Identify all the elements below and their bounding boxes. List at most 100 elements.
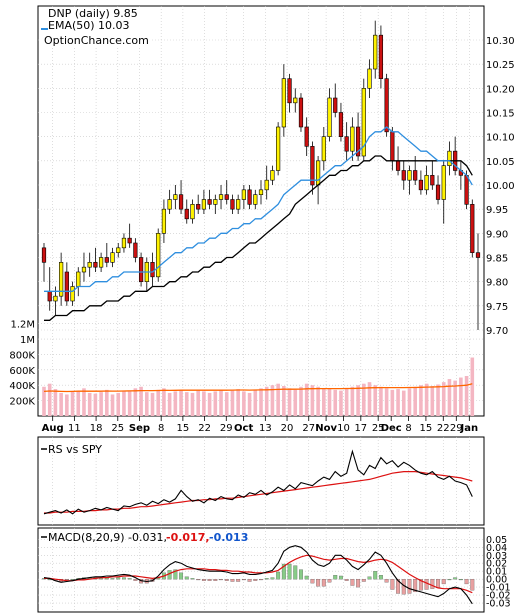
volume-tick-label: 600K <box>9 366 35 377</box>
macd-hist-bar <box>201 579 206 581</box>
candle-up <box>407 170 412 181</box>
candle-down <box>395 160 401 171</box>
volume-bar <box>59 392 63 416</box>
volume-bar <box>322 388 326 416</box>
candle-down <box>207 199 212 205</box>
macd-panel-frame <box>37 527 485 613</box>
candle-up <box>76 271 81 287</box>
volume-bar <box>373 385 378 416</box>
candle-down <box>178 194 184 210</box>
macd-y-ticks: 0.050.040.030.020.010.00-0.01-0.02-0.03 <box>486 535 511 610</box>
volume-bar <box>259 388 263 416</box>
volume-bar <box>70 391 75 416</box>
macd-hist-bar <box>338 575 343 580</box>
candle-up <box>293 97 298 104</box>
macd-tick-label: 0.00 <box>486 575 507 586</box>
date-tick-label: Aug <box>42 423 64 434</box>
volume-bar <box>453 380 457 416</box>
legend-background <box>40 8 152 46</box>
volume-bar <box>230 390 235 416</box>
volume-bar <box>424 383 429 416</box>
sma-line <box>44 155 473 321</box>
price-tick-label: 9.75 <box>486 302 508 313</box>
candle-down <box>384 78 389 133</box>
candle-down <box>93 262 98 268</box>
candle-down <box>413 170 418 181</box>
candle-down <box>127 237 132 244</box>
candle-up <box>173 194 178 200</box>
macd-hist-bar <box>327 579 332 583</box>
date-tick-label: 18 <box>90 423 103 434</box>
candle-up <box>373 34 378 70</box>
candle-down <box>247 189 252 205</box>
volume-tick-label: 400K <box>9 381 35 392</box>
volume-bar <box>447 379 452 416</box>
volume-bar <box>459 377 463 416</box>
macd-hist-bar <box>173 569 178 580</box>
macd-hist-bar <box>344 579 349 581</box>
macd-hist-bar <box>213 579 218 581</box>
price-tick-label: 10.20 <box>486 84 515 95</box>
candle-up <box>99 257 104 268</box>
price-legend: DNP (daily) 9.85 EMA(50) 10.03 OptionCha… <box>40 7 152 47</box>
macd-hist-bar <box>179 572 184 580</box>
candle-down <box>310 146 315 186</box>
macd-signal-value: -0.017, <box>166 531 210 544</box>
volume-bar <box>247 392 252 416</box>
volume-bar <box>219 389 223 416</box>
candle-down <box>104 257 109 263</box>
volume-bar <box>213 391 218 416</box>
macd-tick-label: 0.01 <box>486 567 507 578</box>
volume-bar <box>287 388 292 416</box>
volume-bar <box>367 382 372 416</box>
price-tick-label: 9.70 <box>486 326 508 337</box>
price-tick-label: 10.15 <box>486 109 515 120</box>
volume-bar <box>47 383 52 416</box>
date-tick-label: 25 <box>372 423 385 434</box>
macd-hist-bar <box>384 579 389 583</box>
price-tick-label: 9.95 <box>486 205 508 216</box>
macd-hist-bar <box>447 579 452 581</box>
date-tick-label: 15 <box>177 423 190 434</box>
candle-down <box>41 247 47 263</box>
candle-down <box>138 257 144 282</box>
price-tick-label: 10.30 <box>486 36 515 47</box>
macd-hist-bar <box>259 579 263 581</box>
macd-hist-value: -0.013 <box>209 531 248 544</box>
price-grid <box>38 6 484 416</box>
macd-panel: 0.050.040.030.020.010.00-0.01-0.02-0.03 … <box>37 527 511 613</box>
macd-hist-bar <box>418 579 423 591</box>
macd-hist-bar <box>241 579 246 581</box>
macd-hist-bar <box>333 575 338 580</box>
candle-up <box>316 160 321 186</box>
volume-bar <box>122 391 126 416</box>
macd-hist-bar <box>407 579 412 594</box>
candle-up <box>281 78 286 128</box>
candle-down <box>338 112 344 137</box>
volume-bar <box>304 383 309 416</box>
macd-hist-bar <box>396 579 401 594</box>
date-tick-label: Sep <box>129 423 150 434</box>
candle-up <box>70 286 75 302</box>
macd-tick-label: 0.03 <box>486 551 507 562</box>
macd-hist-bar <box>430 579 435 589</box>
volume-bar <box>196 390 200 416</box>
macd-hist-bar <box>110 578 115 580</box>
price-y-ticks: 10.30 10.25 10.20 10.15 10.10 10.05 10.00 9.95 9… <box>486 36 515 337</box>
volume-bar <box>133 388 138 416</box>
volume-bar <box>207 392 212 416</box>
legend-title: DNP (daily) 9.85 <box>48 7 138 20</box>
candle-down <box>150 262 155 278</box>
price-lines <box>43 126 473 393</box>
volume-bar <box>270 385 275 416</box>
volume-bar <box>339 390 343 416</box>
volume-bar <box>401 390 406 416</box>
candle-up <box>350 126 355 152</box>
candle-down <box>401 170 406 181</box>
candle-up <box>241 189 246 200</box>
legend-ema: EMA(50) 10.03 <box>48 19 130 32</box>
volume-bar <box>242 391 246 416</box>
macd-hist-bar <box>453 577 458 580</box>
macd-hist-bar <box>361 579 366 582</box>
candle-up <box>424 175 429 191</box>
